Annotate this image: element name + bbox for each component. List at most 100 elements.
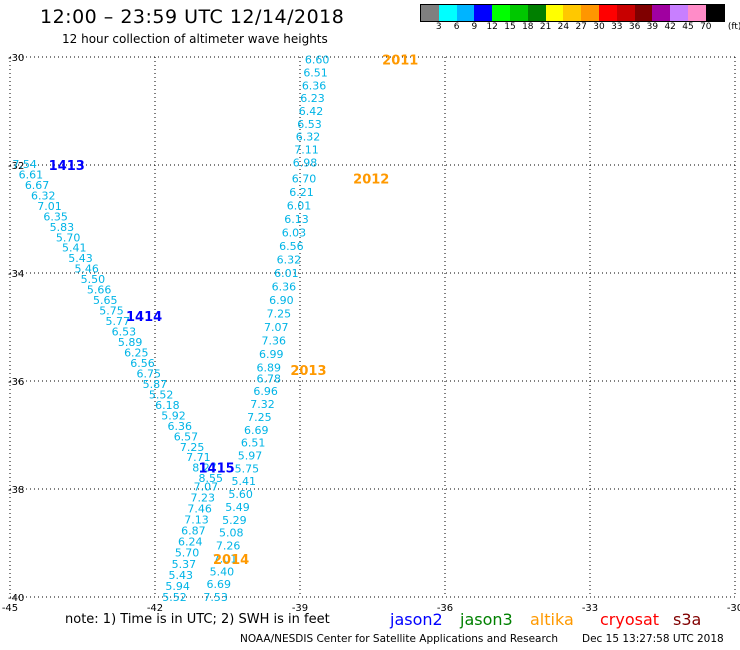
swh-value-label: 6.53 bbox=[297, 118, 322, 131]
swh-value-label: 6.42 bbox=[299, 105, 324, 118]
colorbar-label: 39 bbox=[646, 22, 659, 32]
swh-value-label: 6.32 bbox=[277, 254, 302, 267]
colorbar-swatch bbox=[687, 5, 706, 21]
swh-value-label: 5.43 bbox=[169, 569, 194, 582]
colorbar-label: 42 bbox=[664, 22, 676, 32]
orbit-number-label: 2012 bbox=[353, 173, 389, 188]
legend-item-jason3: jason3 bbox=[460, 610, 513, 629]
swh-value-label: 6.99 bbox=[259, 348, 284, 361]
swh-value-label: 6.35 bbox=[43, 210, 68, 223]
colorbar-swatch bbox=[652, 5, 671, 21]
colorbar-swatch bbox=[421, 5, 439, 21]
swh-value-label: 6.69 bbox=[244, 424, 268, 437]
orbit-number-label: 1413 bbox=[49, 159, 85, 174]
orbit-number-label: 2011 bbox=[382, 54, 418, 69]
swh-value-label: 7.26 bbox=[216, 540, 241, 553]
colorbar-label: 9 bbox=[471, 22, 478, 32]
legend-item-cryosat: cryosat bbox=[600, 610, 660, 629]
map-title: 12:00 – 23:59 UTC 12/14/2018 bbox=[40, 6, 345, 28]
colorbar-label: 18 bbox=[522, 22, 534, 32]
legend-item-s3a: s3a bbox=[673, 610, 702, 629]
x-tick-label: -33 bbox=[582, 603, 598, 614]
swh-value-label: 6.89 bbox=[257, 362, 282, 375]
swh-value-label: 6.32 bbox=[296, 131, 321, 144]
y-tick-label: -40 bbox=[8, 593, 24, 604]
swh-value-label: 5.43 bbox=[68, 252, 93, 265]
swh-value-label: 5.97 bbox=[238, 449, 263, 462]
x-tick-label: -36 bbox=[437, 603, 453, 614]
colorbar-label: (ft) bbox=[727, 22, 740, 32]
y-tick-label: -32 bbox=[8, 161, 24, 172]
swh-value-label: 6.13 bbox=[284, 213, 309, 226]
colorbar-label: 12 bbox=[486, 22, 498, 32]
colorbar-swatch bbox=[474, 5, 493, 21]
swh-value-label: 6.36 bbox=[167, 420, 192, 433]
colorbar-label: 36 bbox=[628, 22, 641, 32]
swh-value-label: 6.69 bbox=[206, 578, 231, 591]
swh-value-label: 7.07 bbox=[194, 480, 219, 493]
swh-value-label: 6.75 bbox=[136, 367, 161, 380]
swh-value-label: 6.57 bbox=[174, 430, 199, 443]
swh-value-label: 6.03 bbox=[282, 227, 307, 240]
swh-value-label: 6.51 bbox=[241, 437, 265, 450]
wave-height-colorbar bbox=[420, 4, 725, 22]
swh-value-label: 5.75 bbox=[99, 305, 124, 318]
colorbar-label: 33 bbox=[611, 22, 623, 32]
timestamp: Dec 15 13:27:58 UTC 2018 bbox=[582, 633, 724, 645]
swh-value-label: 6.67 bbox=[25, 179, 49, 192]
x-tick-label: -39 bbox=[292, 603, 308, 614]
swh-value-label: 5.08 bbox=[219, 527, 244, 540]
swh-value-label: 5.83 bbox=[50, 221, 74, 234]
swh-value-label: 6.60 bbox=[305, 54, 330, 67]
swh-value-label: 7.53 bbox=[203, 591, 228, 604]
swh-value-label: 5.65 bbox=[93, 294, 118, 307]
swh-value-label: 7.25 bbox=[247, 411, 272, 424]
swh-value-label: 6.01 bbox=[274, 267, 299, 280]
swh-value-label: 5.92 bbox=[161, 409, 186, 422]
swh-value-label: 6.70 bbox=[292, 173, 317, 186]
colorbar-swatch bbox=[563, 5, 582, 21]
swh-value-label: 6.24 bbox=[178, 536, 203, 549]
swh-value-label: 6.01 bbox=[287, 200, 312, 213]
swh-value-label: 7.71 bbox=[186, 451, 211, 464]
colorbar-label: 70 bbox=[700, 22, 712, 32]
swh-value-label: 5.46 bbox=[74, 263, 99, 276]
swh-value-label: 6.90 bbox=[269, 294, 294, 307]
orbit-number-label: 1415 bbox=[199, 461, 235, 476]
x-tick-label: -30 bbox=[727, 603, 740, 614]
x-tick-label: -42 bbox=[147, 603, 163, 614]
colorbar-label: 45 bbox=[682, 22, 694, 32]
colorbar-swatch bbox=[705, 5, 724, 21]
swh-value-label: 5.29 bbox=[222, 514, 247, 527]
swh-value-label: 5.89 bbox=[118, 336, 143, 349]
colorbar-label: 3 bbox=[435, 22, 442, 32]
colorbar-swatch bbox=[545, 5, 564, 21]
swh-value-label: 5.52 bbox=[149, 388, 174, 401]
colorbar-swatch bbox=[670, 5, 688, 21]
swh-value-label: 5.37 bbox=[172, 558, 197, 571]
swh-value-label: 6.32 bbox=[31, 189, 56, 202]
swh-value-label: 6.36 bbox=[272, 281, 297, 294]
x-tick-label: -45 bbox=[2, 603, 18, 614]
swh-value-label: 7.01 bbox=[213, 552, 238, 565]
swh-value-label: 5.40 bbox=[210, 565, 235, 578]
colorbar-label: 6 bbox=[453, 22, 460, 32]
colorbar-swatch bbox=[492, 5, 510, 21]
colorbar-swatch bbox=[598, 5, 617, 21]
swh-value-label: 6.23 bbox=[300, 92, 325, 105]
swh-value-label: 8.27 bbox=[192, 462, 217, 475]
legend-item-jason2: jason2 bbox=[390, 610, 443, 629]
swh-value-label: 6.21 bbox=[289, 186, 314, 199]
swh-value-label: 7.23 bbox=[191, 491, 216, 504]
swh-value-label: 8.55 bbox=[199, 472, 224, 485]
colorbar-swatch bbox=[581, 5, 599, 21]
swh-value-label: 5.94 bbox=[165, 580, 190, 593]
colorbar-label: 24 bbox=[557, 22, 570, 32]
colorbar-swatch bbox=[634, 5, 653, 21]
swh-value-label: 5.50 bbox=[81, 273, 106, 286]
colorbar-swatch bbox=[456, 5, 475, 21]
colorbar-swatch bbox=[527, 5, 546, 21]
swh-value-label: 7.36 bbox=[262, 335, 287, 348]
swh-value-label: 6.36 bbox=[302, 79, 327, 92]
